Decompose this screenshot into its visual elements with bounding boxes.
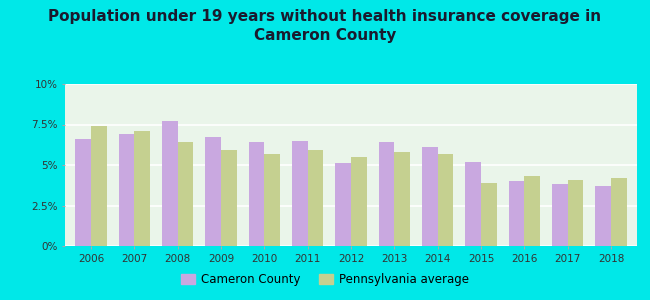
Bar <box>91 126 107 246</box>
Bar <box>265 154 280 246</box>
Bar <box>611 178 627 246</box>
Bar <box>162 121 177 246</box>
Bar <box>205 137 221 246</box>
Bar <box>249 142 265 246</box>
Bar <box>307 150 323 246</box>
Bar <box>395 152 410 246</box>
Text: Population under 19 years without health insurance coverage in
Cameron County: Population under 19 years without health… <box>49 9 601 43</box>
Bar <box>379 142 395 246</box>
Bar <box>465 162 481 246</box>
Bar <box>567 180 583 246</box>
Bar <box>509 181 525 246</box>
Bar <box>422 147 437 246</box>
Bar <box>481 183 497 246</box>
Legend: Cameron County, Pennsylvania average: Cameron County, Pennsylvania average <box>177 269 473 291</box>
Bar <box>119 134 135 246</box>
Bar <box>595 186 611 246</box>
Bar <box>177 142 193 246</box>
Bar <box>292 141 307 246</box>
Bar <box>525 176 540 246</box>
Bar <box>437 154 453 246</box>
Bar <box>135 131 150 246</box>
Bar <box>351 157 367 246</box>
Bar <box>552 184 567 246</box>
Bar <box>75 139 91 246</box>
Bar <box>221 150 237 246</box>
Bar <box>335 164 351 246</box>
